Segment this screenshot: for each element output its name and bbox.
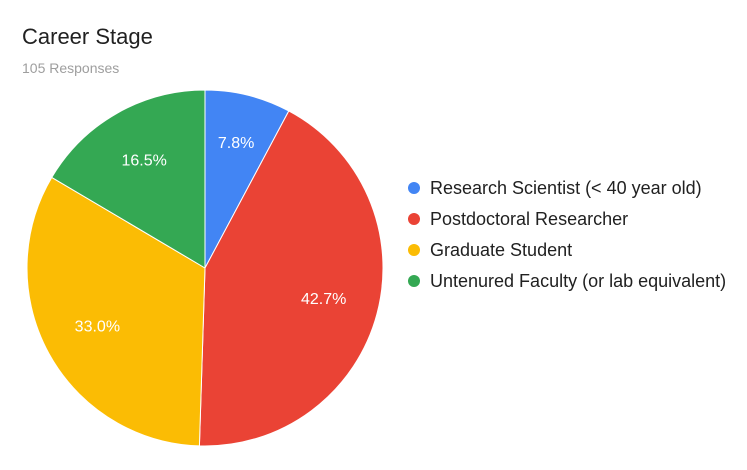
pie-slice-postdoctoral-researcher[interactable] (198, 110, 384, 447)
legend-label: Graduate Student (430, 240, 573, 260)
pie-slice-value-label: 16.5% (121, 153, 166, 170)
legend-item-research-scientist[interactable]: Research Scientist (< 40 year old) (408, 176, 743, 200)
chart-legend: Research Scientist (< 40 year old) Postd… (408, 176, 743, 300)
pie-slice-graduate-student[interactable] (26, 176, 206, 447)
legend-label: Research Scientist (< 40 year old) (430, 178, 702, 198)
pie-slice-untenured-faculty-or-lab-equivalent[interactable] (51, 89, 206, 269)
chart-title: Career Stage (22, 24, 153, 49)
legend-swatch (408, 182, 420, 194)
legend-label: Postdoctoral Researcher (430, 209, 629, 229)
pie-slice-value-label: 33.0% (75, 318, 120, 335)
legend-swatch (408, 244, 420, 256)
legend-item-graduate-student[interactable]: Graduate Student (408, 238, 743, 262)
pie-slice-value-label: 7.8% (218, 135, 254, 152)
legend-label: Untenured Faculty (or lab equivalent) (430, 271, 727, 291)
legend-swatch (408, 275, 420, 287)
legend-item-untenured-faculty[interactable]: Untenured Faculty (or lab equivalent) (408, 269, 743, 293)
legend-swatch (408, 213, 420, 225)
chart-subtitle: 105 Responses (22, 60, 120, 76)
legend-item-postdoctoral-researcher[interactable]: Postdoctoral Researcher (408, 207, 743, 231)
pie-slice-value-label: 42.7% (301, 291, 346, 308)
